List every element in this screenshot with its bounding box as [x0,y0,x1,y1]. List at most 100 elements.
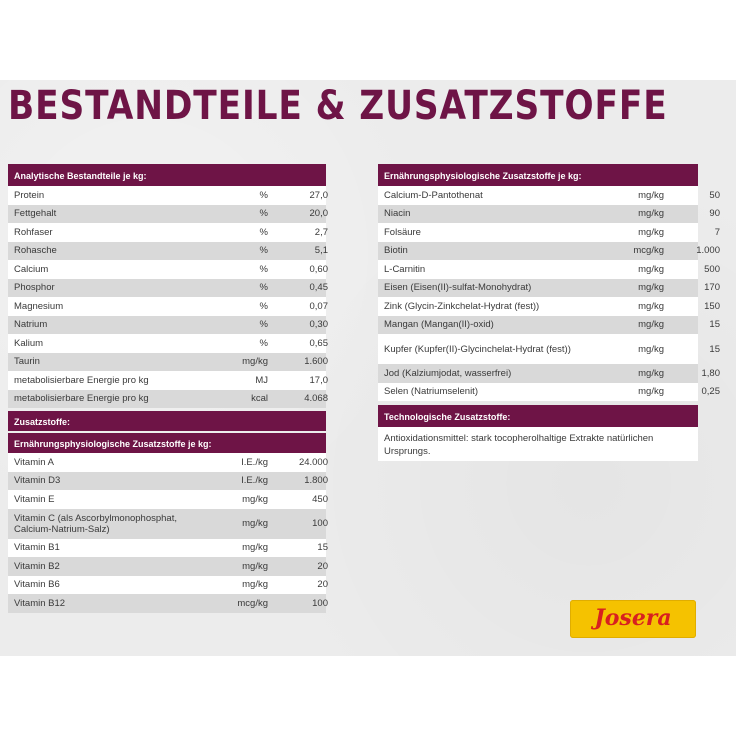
row-unit: I.E./kg [241,475,268,487]
row-unit: mg/kg [638,282,664,294]
row-value: 20,0 [309,208,329,220]
row-name: Vitamin D3 [14,475,61,487]
vitamin-table: Vitamin A I.E./kg 24.000 Vitamin D3 I.E./kg 1… [8,453,328,613]
row-value: 24.000 [298,456,328,468]
table-row: Vitamin B12 mcg/kg 100 [8,594,328,613]
ernaehrung-right-header: Ernährungsphysiologische Zusatzstoffe je… [378,164,698,186]
row-unit: % [259,226,268,238]
table-row: Rohfaser% 2,7 [8,223,328,242]
row-value: 150 [704,300,720,312]
row-unit: mg/kg [638,208,664,220]
row-name: Vitamin A [14,456,54,468]
row-unit: mcg/kg [633,245,664,257]
table-row: Folsäure mg/kg 7 [378,223,720,242]
row-name: metabolisierbare Energie pro kg [14,374,149,386]
table-row: metabolisierbare Energie pro kg MJ 17,0 [8,371,328,390]
row-name: Zink (Glycin-Zinkchelat-Hydrat (fest)) [384,300,540,312]
row-name: Vitamin C (als Ascorbylmonophosphat, Cal… [14,512,177,535]
row-value: 170 [704,282,720,294]
row-value: 5,1 [314,245,328,257]
row-value: 20 [317,560,328,572]
table-row: Niacin mg/kg 90 [378,204,720,223]
row-unit: kcal [251,393,268,405]
row-unit: mg/kg [638,263,664,275]
row-unit: mg/kg [638,386,664,398]
row-value: 20 [317,579,328,591]
table-row: Protein% 27,0 [8,186,328,205]
row-value: 1.800 [304,475,328,487]
row-unit: % [259,245,268,257]
row-unit: mg/kg [638,189,664,201]
row-unit: mg/kg [242,518,268,529]
row-unit: mg/kg [242,560,268,572]
row-value: 15 [709,343,720,355]
row-unit: % [259,189,268,201]
table-row: Mangan (Mangan(II)-oxid) mg/kg 15 [378,315,720,334]
row-name: Vitamin E [14,493,55,505]
row-name: Eisen (Eisen(II)-sulfat-Monohydrat) [384,282,532,294]
row-name: Kalium [14,337,44,349]
row-unit: mg/kg [638,300,664,312]
row-name: Calcium-D-Pantothenat [384,189,483,201]
row-value: 15 [317,542,328,554]
right-panel: Ernährungsphysiologische Zusatzstoffe je… [378,164,720,461]
row-unit: mg/kg [638,226,664,238]
zusatzstoffe-header: Zusatzstoffe: [8,411,326,431]
row-name: Phosphor [14,282,55,294]
table-row: Magnesium% 0,07 [8,297,328,316]
table-row: Phosphor% 0,45 [8,278,328,297]
technologische-header: Technologische Zusatzstoffe: [378,405,698,427]
logo-text: Josera [594,605,672,631]
row-value: 100 [312,597,328,609]
row-name: Natrium [14,319,48,331]
row-name: Vitamin B6 [14,579,60,591]
row-name: Mangan (Mangan(II)-oxid) [384,319,494,331]
mineral-table: Calcium-D-Pantothenat mg/kg 50 Niacin mg/kg 9… [378,186,720,401]
row-value: 0,60 [309,263,329,275]
row-unit: mg/kg [638,367,664,379]
page-title: BESTANDTEILE & ZUSATZSTOFFE [8,83,668,129]
ernaehrung-left-subheader: Ernährungsphysiologische Zusatzstoffe je… [8,433,326,453]
row-unit: % [259,208,268,220]
row-value: 27,0 [309,189,329,201]
row-value: 90 [709,208,720,220]
table-row: Selen (Natriumselenit) mg/kg 0,25 [378,382,720,401]
table-row: Vitamin C (als Ascorbylmonophosphat, Cal… [8,508,328,539]
row-unit: I.E./kg [241,456,268,468]
row-name: Rohfaser [14,226,53,238]
row-unit: mg/kg [638,319,664,331]
row-value: 17,0 [309,374,329,386]
row-value: 1.000 [696,245,720,257]
row-unit: mg/kg [242,356,268,368]
row-value: 0,45 [309,282,329,294]
row-unit: mg/kg [242,493,268,505]
technologische-text: Antioxidationsmittel: stark tocopherolha… [378,427,698,461]
row-unit: % [259,319,268,331]
table-row: Eisen (Eisen(II)-sulfat-Monohydrat) mg/kg… [378,278,720,297]
left-panel: Analytische Bestandteile je kg: Protein%… [8,164,328,613]
row-unit: mg/kg [638,343,664,355]
row-value: 450 [312,493,328,505]
row-unit: % [259,282,268,294]
josera-logo: Josera [570,600,696,638]
row-name: Kupfer (Kupfer(II)-Glycinchelat-Hydrat (… [384,343,571,355]
row-unit: mg/kg [242,542,268,554]
row-name: L-Carnitin [384,263,426,275]
table-row: Vitamin A I.E./kg 24.000 [8,453,328,472]
table-row: L-Carnitin mg/kg 500 [378,260,720,279]
row-unit: % [259,300,268,312]
row-value: 100 [312,518,328,529]
row-value: 0,30 [309,319,329,331]
row-name: Magnesium [14,300,64,312]
table-row: Vitamin D3 I.E./kg 1.800 [8,471,328,490]
table-row: Jod (Kalziumjodat, wasserfrei) mg/kg 1,80 [378,364,720,383]
row-value: 15 [709,319,720,331]
row-unit: mg/kg [242,579,268,591]
table-row: Vitamin B1 mg/kg 15 [8,538,328,557]
table-row: Vitamin E mg/kg 450 [8,490,328,509]
table-row: Calcium-D-Pantothenat mg/kg 50 [378,186,720,205]
row-name: Calcium [14,263,49,275]
table-row: Vitamin B2 mg/kg 20 [8,557,328,576]
row-name: Vitamin B12 [14,597,66,609]
row-value: 500 [704,263,720,275]
